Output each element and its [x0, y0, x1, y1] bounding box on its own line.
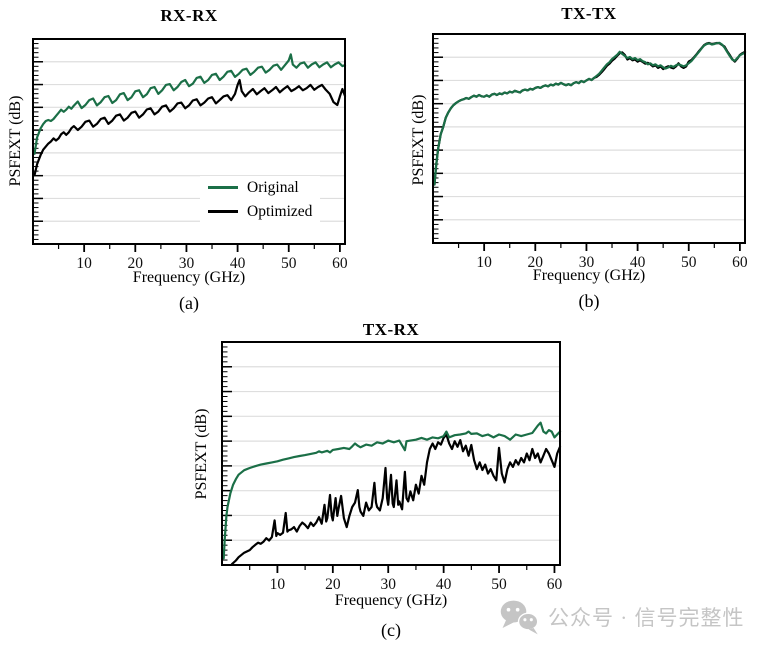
watermark: 公众号 · 信号完整性 — [498, 598, 745, 636]
y-axis-label-c: PSFEXT (dB) — [193, 408, 210, 500]
plot-area-tx-rx: 10 20 30 40 50 60 — [221, 341, 563, 593]
panel-tx-rx: 10 20 30 40 50 60 TX-RX PSFEXT (dB) Frequency… — [0, 320, 765, 650]
panel-rx-rx: 10 20 30 40 50 60 RX-RX PSFEXT (dB) Original … — [0, 0, 382, 320]
svg-text:40: 40 — [436, 576, 452, 593]
panel-tx-tx: 10 20 30 40 50 60 TX-TX PSFEXT (dB) Frequency… — [383, 0, 765, 320]
legend-label-original: Original — [247, 179, 299, 196]
svg-text:10: 10 — [76, 255, 92, 272]
legend-item-optimized: Optimized — [208, 202, 313, 220]
chart-title-rx-rx: RX-RX — [160, 6, 218, 25]
legend-line-original — [208, 186, 238, 190]
y-axis-label-b: PSFEXT (dB) — [410, 94, 427, 186]
svg-text:20: 20 — [528, 254, 544, 271]
svg-text:60: 60 — [547, 576, 563, 593]
svg-text:20: 20 — [128, 255, 144, 272]
legend-item-original: Original — [208, 180, 312, 196]
plot-area-rx-rx: 10 20 30 40 50 60 — [32, 38, 348, 272]
svg-text:10: 10 — [270, 576, 286, 593]
svg-text:40: 40 — [230, 255, 246, 272]
svg-text:10: 10 — [476, 254, 492, 271]
panel-letter-c: (c) — [381, 620, 401, 640]
panel-letter-b: (b) — [578, 291, 600, 311]
panel-letter-a: (a) — [179, 293, 199, 313]
svg-text:60: 60 — [332, 255, 348, 272]
chart-title-tx-rx: TX-RX — [362, 320, 420, 339]
svg-text:20: 20 — [325, 576, 341, 593]
legend-label-optimized: Optimized — [247, 202, 313, 220]
x-axis-label-c: Frequency (GHz) — [334, 592, 448, 609]
legend: Original Optimized — [200, 176, 321, 223]
watermark-text: 公众号 · 信号完整性 — [548, 606, 745, 630]
svg-text:50: 50 — [281, 255, 297, 272]
svg-text:60: 60 — [732, 254, 748, 271]
wechat-icon — [500, 600, 539, 635]
svg-text:50: 50 — [681, 254, 697, 271]
svg-text:30: 30 — [579, 254, 595, 271]
y-axis-label-a: PSFEXT (dB) — [7, 95, 24, 187]
svg-text:30: 30 — [179, 255, 195, 272]
svg-text:40: 40 — [630, 254, 646, 271]
svg-text:30: 30 — [380, 576, 396, 593]
chart-title-tx-tx: TX-TX — [561, 4, 617, 23]
svg-text:50: 50 — [491, 576, 507, 593]
x-axis-label-b: Frequency (GHz) — [532, 267, 646, 284]
x-axis-label-a: Frequency (GHz) — [132, 269, 246, 286]
plot-area-tx-tx: 10 20 30 40 50 60 — [432, 33, 748, 271]
legend-line-optimized — [208, 209, 238, 213]
